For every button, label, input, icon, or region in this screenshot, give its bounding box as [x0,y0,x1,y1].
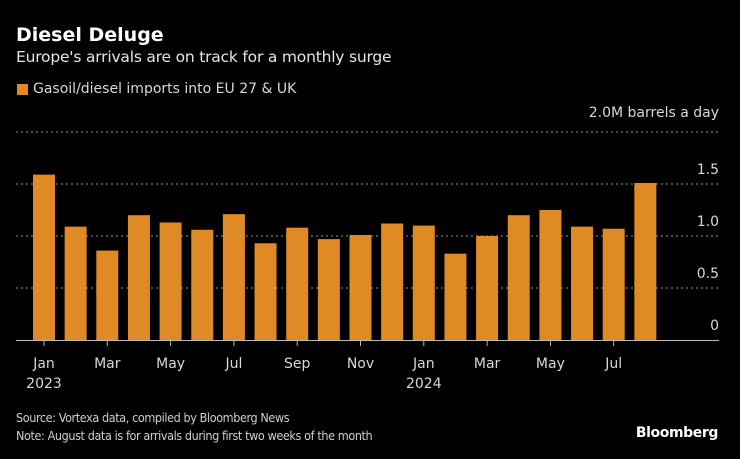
x-tick-label: Nov [347,356,374,372]
bar [96,250,119,340]
bar [317,239,340,340]
y-tick-label: 1.5 [697,162,719,178]
x-tick-label: Sep [284,356,311,372]
bar [191,229,214,340]
x-axis [16,340,719,346]
x-tick-label: Jul [604,356,622,372]
bars [33,174,657,340]
x-tick-label: Jul [224,356,242,372]
y-axis-tick-labels: 0 0.5 1.0 1.5 [697,162,719,334]
bar [571,226,594,340]
bar [254,243,277,340]
y-tick-label: 0.5 [697,266,719,282]
x-tick-label: Jan [412,356,435,372]
x-tick-label: May [536,356,565,372]
x-tick-label: Mar [94,356,121,372]
bloomberg-logo: Bloomberg [635,425,719,441]
bar [539,210,562,340]
source-note: Source: Vortexa data, compiled by Bloomb… [16,410,290,425]
bar [64,226,87,340]
x-tick-year-label: 2023 [26,376,62,392]
y-axis-unit-label: 2.0M barrels a day [588,105,719,121]
bar [412,225,435,340]
x-tick-label: Mar [474,356,501,372]
x-axis-tick-labels: Jan 2023 Mar May Jul Sep Nov Jan 2024 Mar May Jul [26,356,622,392]
bar [286,227,309,340]
bar [476,236,499,340]
x-tick-label: Jan [32,356,55,372]
bar [33,174,55,340]
y-tick-label: 0 [710,318,719,334]
bar [127,215,150,340]
bar [381,223,404,340]
bar [507,215,530,340]
legend-swatch [17,83,28,95]
footnote: Note: August data is for arrivals during… [16,428,373,443]
x-tick-year-label: 2024 [406,376,442,392]
legend-label: Gasoil/diesel imports into EU 27 & UK [33,81,297,97]
x-tick-label: May [156,356,185,372]
bar [634,182,657,340]
bar [349,234,372,340]
legend: Gasoil/diesel imports into EU 27 & UK [17,81,296,97]
bar [444,253,467,340]
chart-subtitle: Europe's arrivals are on track for a mon… [16,48,392,66]
bar [602,228,625,340]
bar [159,222,182,340]
y-tick-label: 1.0 [697,214,719,230]
chart-title: Diesel Deluge [16,24,164,46]
bar [222,214,245,340]
